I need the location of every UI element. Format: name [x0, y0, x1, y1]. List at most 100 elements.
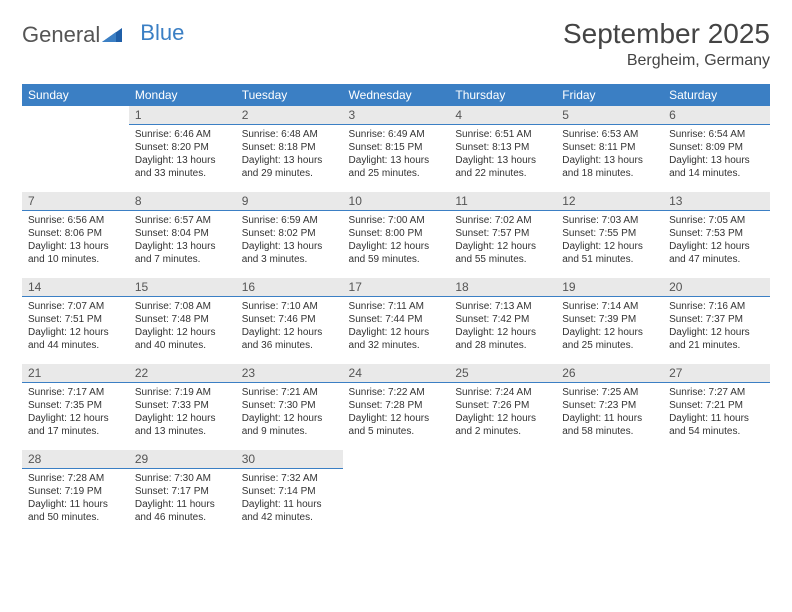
- calendar-day-cell: 28Sunrise: 7:28 AMSunset: 7:19 PMDayligh…: [22, 450, 129, 536]
- day-body: Sunrise: 7:10 AMSunset: 7:46 PMDaylight:…: [236, 297, 343, 358]
- day-number: 9: [236, 192, 343, 211]
- daylight-text: Daylight: 11 hours and 58 minutes.: [562, 412, 657, 438]
- day-number: 26: [556, 364, 663, 383]
- logo-triangle-icon: [102, 22, 122, 48]
- day-body: Sunrise: 7:21 AMSunset: 7:30 PMDaylight:…: [236, 383, 343, 444]
- sunset-text: Sunset: 7:39 PM: [562, 313, 657, 326]
- sunset-text: Sunset: 8:18 PM: [242, 141, 337, 154]
- daylight-text: Daylight: 11 hours and 46 minutes.: [135, 498, 230, 524]
- day-number: 11: [449, 192, 556, 211]
- calendar-day-cell: 13Sunrise: 7:05 AMSunset: 7:53 PMDayligh…: [663, 192, 770, 278]
- sunrise-text: Sunrise: 7:25 AM: [562, 386, 657, 399]
- calendar-day-cell: 5Sunrise: 6:53 AMSunset: 8:11 PMDaylight…: [556, 106, 663, 192]
- day-body: Sunrise: 7:00 AMSunset: 8:00 PMDaylight:…: [343, 211, 450, 272]
- sunrise-text: Sunrise: 7:14 AM: [562, 300, 657, 313]
- sunset-text: Sunset: 7:44 PM: [349, 313, 444, 326]
- daylight-text: Daylight: 12 hours and 55 minutes.: [455, 240, 550, 266]
- calendar-day-cell: 12Sunrise: 7:03 AMSunset: 7:55 PMDayligh…: [556, 192, 663, 278]
- sunset-text: Sunset: 7:42 PM: [455, 313, 550, 326]
- day-body: Sunrise: 7:08 AMSunset: 7:48 PMDaylight:…: [129, 297, 236, 358]
- daylight-text: Daylight: 11 hours and 54 minutes.: [669, 412, 764, 438]
- sunrise-text: Sunrise: 6:57 AM: [135, 214, 230, 227]
- day-number: 8: [129, 192, 236, 211]
- calendar-day-cell: [22, 106, 129, 192]
- day-number: 2: [236, 106, 343, 125]
- day-body: Sunrise: 7:11 AMSunset: 7:44 PMDaylight:…: [343, 297, 450, 358]
- calendar-day-cell: 20Sunrise: 7:16 AMSunset: 7:37 PMDayligh…: [663, 278, 770, 364]
- day-number: 14: [22, 278, 129, 297]
- sunrise-text: Sunrise: 6:46 AM: [135, 128, 230, 141]
- sunrise-text: Sunrise: 6:56 AM: [28, 214, 123, 227]
- calendar-day-cell: 27Sunrise: 7:27 AMSunset: 7:21 PMDayligh…: [663, 364, 770, 450]
- daylight-text: Daylight: 13 hours and 25 minutes.: [349, 154, 444, 180]
- sunrise-text: Sunrise: 7:19 AM: [135, 386, 230, 399]
- sunrise-text: Sunrise: 6:54 AM: [669, 128, 764, 141]
- calendar-day-cell: 15Sunrise: 7:08 AMSunset: 7:48 PMDayligh…: [129, 278, 236, 364]
- calendar-day-cell: 17Sunrise: 7:11 AMSunset: 7:44 PMDayligh…: [343, 278, 450, 364]
- sunset-text: Sunset: 8:09 PM: [669, 141, 764, 154]
- weekday-header: Thursday: [449, 84, 556, 106]
- day-body: Sunrise: 6:46 AMSunset: 8:20 PMDaylight:…: [129, 125, 236, 186]
- calendar-day-cell: 30Sunrise: 7:32 AMSunset: 7:14 PMDayligh…: [236, 450, 343, 536]
- month-title: September 2025: [563, 18, 770, 50]
- daylight-text: Daylight: 11 hours and 50 minutes.: [28, 498, 123, 524]
- sunset-text: Sunset: 7:51 PM: [28, 313, 123, 326]
- daylight-text: Daylight: 12 hours and 44 minutes.: [28, 326, 123, 352]
- day-number: 17: [343, 278, 450, 297]
- day-number: 24: [343, 364, 450, 383]
- sunset-text: Sunset: 8:13 PM: [455, 141, 550, 154]
- sunset-text: Sunset: 7:35 PM: [28, 399, 123, 412]
- calendar-day-cell: 10Sunrise: 7:00 AMSunset: 8:00 PMDayligh…: [343, 192, 450, 278]
- day-number: 30: [236, 450, 343, 469]
- calendar-day-cell: 19Sunrise: 7:14 AMSunset: 7:39 PMDayligh…: [556, 278, 663, 364]
- sunset-text: Sunset: 7:57 PM: [455, 227, 550, 240]
- day-body: Sunrise: 7:02 AMSunset: 7:57 PMDaylight:…: [449, 211, 556, 272]
- daylight-text: Daylight: 13 hours and 18 minutes.: [562, 154, 657, 180]
- calendar-day-cell: 6Sunrise: 6:54 AMSunset: 8:09 PMDaylight…: [663, 106, 770, 192]
- weekday-header: Friday: [556, 84, 663, 106]
- daylight-text: Daylight: 12 hours and 32 minutes.: [349, 326, 444, 352]
- sunrise-text: Sunrise: 7:02 AM: [455, 214, 550, 227]
- daylight-text: Daylight: 13 hours and 33 minutes.: [135, 154, 230, 180]
- daylight-text: Daylight: 12 hours and 36 minutes.: [242, 326, 337, 352]
- day-body: Sunrise: 7:07 AMSunset: 7:51 PMDaylight:…: [22, 297, 129, 358]
- calendar-day-cell: 7Sunrise: 6:56 AMSunset: 8:06 PMDaylight…: [22, 192, 129, 278]
- day-body: Sunrise: 7:16 AMSunset: 7:37 PMDaylight:…: [663, 297, 770, 358]
- daylight-text: Daylight: 12 hours and 5 minutes.: [349, 412, 444, 438]
- daylight-text: Daylight: 12 hours and 25 minutes.: [562, 326, 657, 352]
- day-number: 25: [449, 364, 556, 383]
- day-body: Sunrise: 7:03 AMSunset: 7:55 PMDaylight:…: [556, 211, 663, 272]
- daylight-text: Daylight: 12 hours and 59 minutes.: [349, 240, 444, 266]
- day-body: Sunrise: 7:25 AMSunset: 7:23 PMDaylight:…: [556, 383, 663, 444]
- day-body: Sunrise: 7:24 AMSunset: 7:26 PMDaylight:…: [449, 383, 556, 444]
- day-body: Sunrise: 7:14 AMSunset: 7:39 PMDaylight:…: [556, 297, 663, 358]
- sunrise-text: Sunrise: 6:51 AM: [455, 128, 550, 141]
- day-body: Sunrise: 6:49 AMSunset: 8:15 PMDaylight:…: [343, 125, 450, 186]
- sunset-text: Sunset: 7:23 PM: [562, 399, 657, 412]
- day-body: Sunrise: 6:56 AMSunset: 8:06 PMDaylight:…: [22, 211, 129, 272]
- day-number: 28: [22, 450, 129, 469]
- title-block: September 2025 Bergheim, Germany: [563, 18, 770, 70]
- day-number: 22: [129, 364, 236, 383]
- calendar-day-cell: 26Sunrise: 7:25 AMSunset: 7:23 PMDayligh…: [556, 364, 663, 450]
- calendar-day-cell: [449, 450, 556, 536]
- day-body: Sunrise: 7:05 AMSunset: 7:53 PMDaylight:…: [663, 211, 770, 272]
- calendar-day-cell: 18Sunrise: 7:13 AMSunset: 7:42 PMDayligh…: [449, 278, 556, 364]
- weekday-header: Saturday: [663, 84, 770, 106]
- calendar-table: Sunday Monday Tuesday Wednesday Thursday…: [22, 84, 770, 536]
- calendar-day-cell: [663, 450, 770, 536]
- sunset-text: Sunset: 7:48 PM: [135, 313, 230, 326]
- day-number: 10: [343, 192, 450, 211]
- calendar-week-row: 7Sunrise: 6:56 AMSunset: 8:06 PMDaylight…: [22, 192, 770, 278]
- sunrise-text: Sunrise: 7:32 AM: [242, 472, 337, 485]
- calendar-day-cell: 11Sunrise: 7:02 AMSunset: 7:57 PMDayligh…: [449, 192, 556, 278]
- calendar-day-cell: [556, 450, 663, 536]
- sunset-text: Sunset: 7:21 PM: [669, 399, 764, 412]
- daylight-text: Daylight: 13 hours and 29 minutes.: [242, 154, 337, 180]
- calendar-day-cell: 29Sunrise: 7:30 AMSunset: 7:17 PMDayligh…: [129, 450, 236, 536]
- weekday-header: Wednesday: [343, 84, 450, 106]
- sunrise-text: Sunrise: 7:07 AM: [28, 300, 123, 313]
- day-number: 6: [663, 106, 770, 125]
- sunrise-text: Sunrise: 6:49 AM: [349, 128, 444, 141]
- day-number: 7: [22, 192, 129, 211]
